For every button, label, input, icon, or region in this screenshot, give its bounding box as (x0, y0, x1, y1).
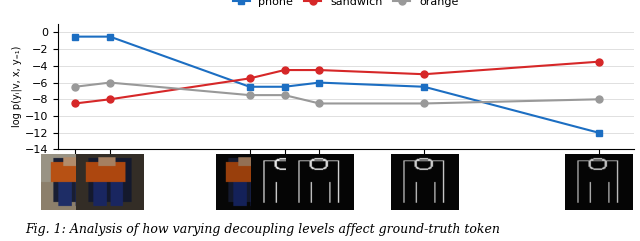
orange (106, 81, 114, 84)
phone (420, 85, 428, 88)
sandwich (71, 102, 79, 105)
orange (246, 94, 253, 97)
Line: phone: phone (72, 33, 602, 136)
sandwich (420, 73, 428, 76)
orange (281, 94, 289, 97)
orange (420, 102, 428, 105)
Line: orange: orange (72, 79, 602, 107)
phone (281, 85, 289, 88)
Legend: phone, sandwich, orange: phone, sandwich, orange (228, 0, 463, 11)
orange (71, 85, 79, 88)
phone (316, 81, 323, 84)
sandwich (106, 98, 114, 101)
sandwich (595, 60, 602, 63)
orange (595, 98, 602, 101)
Y-axis label: log p(yᵢ|v, x, y₌₁): log p(yᵢ|v, x, y₌₁) (11, 46, 22, 127)
sandwich (281, 69, 289, 72)
phone (71, 35, 79, 38)
sandwich (316, 69, 323, 72)
phone (595, 131, 602, 134)
orange (316, 102, 323, 105)
phone (246, 85, 253, 88)
sandwich (246, 77, 253, 80)
Line: sandwich: sandwich (72, 58, 602, 107)
phone (106, 35, 114, 38)
Text: Fig. 1: Analysis of how varying decoupling levels affect ground-truth token: Fig. 1: Analysis of how varying decoupli… (26, 223, 500, 236)
